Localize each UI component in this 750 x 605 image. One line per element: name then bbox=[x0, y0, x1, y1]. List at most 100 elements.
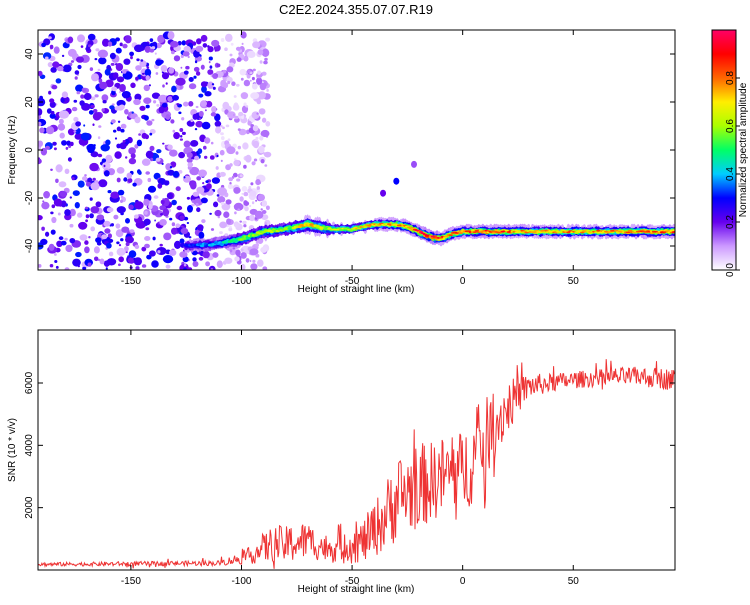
noise-speckle bbox=[127, 178, 133, 183]
colorbar-tick-label: 0.4 bbox=[725, 167, 736, 181]
noise-speckle bbox=[160, 213, 164, 216]
noise-speckle bbox=[141, 132, 148, 139]
noise-speckle bbox=[198, 110, 204, 117]
snr-x-label: Height of straight line (km) bbox=[298, 584, 415, 595]
noise-speckle bbox=[198, 169, 207, 177]
noise-speckle bbox=[196, 186, 205, 194]
noise-speckle bbox=[256, 112, 259, 115]
noise-speckle bbox=[38, 215, 43, 221]
noise-speckle bbox=[212, 73, 219, 79]
noise-speckle bbox=[261, 117, 267, 123]
noise-speckle bbox=[124, 246, 129, 252]
y-tick-label: 40 bbox=[24, 48, 35, 60]
noise-speckle bbox=[214, 120, 222, 127]
trace-cell bbox=[241, 237, 247, 240]
noise-speckle bbox=[190, 181, 197, 190]
noise-speckle bbox=[208, 265, 216, 270]
noise-speckle bbox=[219, 221, 228, 229]
noise-speckle bbox=[39, 127, 45, 134]
noise-speckle bbox=[132, 182, 137, 187]
noise-speckle bbox=[116, 247, 126, 256]
noise-speckle bbox=[130, 82, 136, 89]
noise-speckle bbox=[222, 101, 230, 110]
noise-speckle bbox=[144, 243, 150, 249]
noise-speckle bbox=[201, 121, 211, 130]
noise-speckle bbox=[164, 144, 168, 148]
noise-speckle bbox=[115, 37, 120, 42]
noise-speckle bbox=[241, 186, 248, 192]
noise-speckle bbox=[261, 210, 267, 214]
noise-speckle bbox=[143, 115, 149, 121]
noise-speckle bbox=[239, 68, 247, 76]
noise-speckle bbox=[179, 138, 183, 141]
noise-speckle bbox=[227, 111, 236, 119]
noise-speckle bbox=[119, 104, 125, 110]
noise-speckle bbox=[251, 83, 258, 90]
noise-speckle bbox=[220, 132, 224, 136]
noise-speckle bbox=[195, 120, 203, 128]
noise-speckle bbox=[56, 240, 63, 247]
noise-speckle bbox=[179, 128, 184, 132]
noise-speckle bbox=[97, 153, 103, 158]
noise-speckle bbox=[201, 85, 207, 93]
noise-speckle bbox=[255, 253, 260, 258]
noise-speckle bbox=[235, 151, 239, 155]
noise-speckle bbox=[101, 158, 107, 163]
noise-speckle bbox=[115, 229, 124, 238]
noise-speckle bbox=[50, 229, 56, 235]
trace-cell bbox=[367, 224, 372, 227]
noise-speckle bbox=[47, 62, 53, 68]
noise-speckle bbox=[138, 133, 142, 136]
noise-speckle bbox=[154, 219, 156, 222]
trace-cell bbox=[337, 227, 342, 230]
noise-speckle bbox=[105, 154, 113, 163]
noise-speckle bbox=[239, 220, 242, 223]
noise-speckle bbox=[256, 189, 260, 193]
noise-speckle bbox=[240, 77, 244, 81]
noise-speckle bbox=[65, 244, 73, 253]
noise-speckle bbox=[105, 267, 108, 270]
noise-speckle bbox=[187, 205, 193, 213]
noise-speckle bbox=[229, 182, 232, 185]
noise-speckle bbox=[38, 264, 42, 268]
trace-cell bbox=[594, 231, 599, 234]
noise-speckle bbox=[157, 183, 163, 189]
noise-speckle bbox=[169, 149, 178, 157]
noise-speckle bbox=[258, 108, 266, 115]
noise-speckle bbox=[88, 236, 91, 239]
noise-speckle bbox=[103, 170, 110, 177]
noise-speckle bbox=[71, 176, 75, 181]
trace-cell bbox=[496, 231, 501, 234]
noise-speckle bbox=[173, 132, 181, 140]
noise-speckle bbox=[155, 157, 161, 162]
noise-speckle bbox=[60, 240, 67, 246]
noise-speckle bbox=[92, 112, 101, 121]
noise-speckle bbox=[151, 118, 155, 122]
noise-speckle bbox=[152, 236, 156, 241]
noise-speckle bbox=[45, 145, 50, 150]
noise-speckle bbox=[198, 256, 204, 261]
noise-speckle bbox=[38, 70, 43, 77]
noise-speckle bbox=[227, 138, 231, 141]
noise-speckle bbox=[262, 266, 268, 270]
noise-speckle bbox=[264, 57, 268, 61]
noise-speckle bbox=[55, 265, 59, 269]
noise-speckle bbox=[143, 218, 151, 226]
noise-speckle bbox=[134, 144, 139, 149]
noise-speckle bbox=[110, 191, 120, 199]
noise-speckle bbox=[194, 128, 198, 131]
noise-speckle bbox=[149, 132, 153, 136]
noise-speckle bbox=[204, 137, 211, 144]
noise-speckle bbox=[261, 48, 270, 57]
noise-speckle bbox=[57, 123, 66, 131]
noise-speckle bbox=[228, 227, 233, 232]
noise-speckle bbox=[264, 164, 268, 167]
noise-speckle bbox=[216, 154, 219, 158]
x-tick-label: -100 bbox=[231, 576, 251, 587]
noise-speckle bbox=[181, 40, 186, 46]
snr-panel: -150 -100 -50 0 50 2000 4000 6000 Height of st… bbox=[7, 329, 676, 595]
noise-speckle bbox=[115, 63, 124, 71]
noise-speckle bbox=[161, 72, 170, 80]
noise-speckle bbox=[151, 46, 156, 50]
noise-speckle bbox=[215, 166, 219, 170]
